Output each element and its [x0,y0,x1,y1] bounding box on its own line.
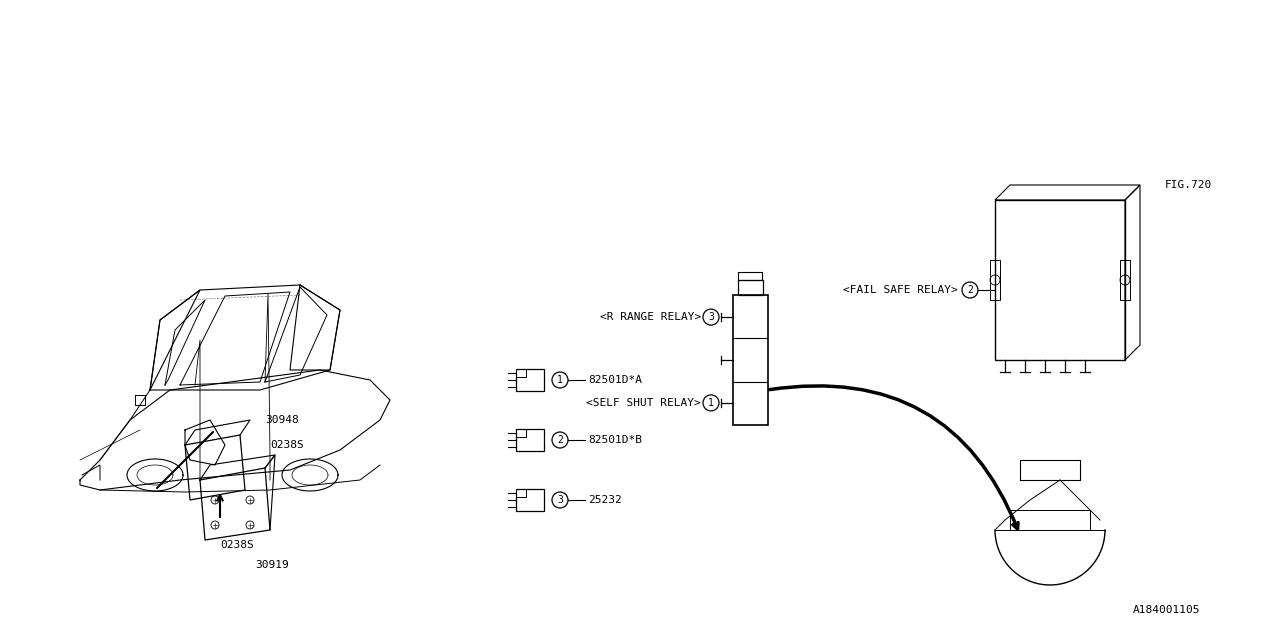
Bar [516,489,526,497]
Text: 0238S: 0238S [270,440,303,450]
Text: 1: 1 [708,398,714,408]
Text: <FAIL SAFE RELAY>: <FAIL SAFE RELAY> [844,285,957,295]
Text: <R RANGE RELAY>: <R RANGE RELAY> [600,312,701,322]
Text: 82501D*A: 82501D*A [588,375,643,385]
Bar [739,280,763,295]
Bar [989,260,1000,300]
Bar [516,429,526,437]
Text: 3: 3 [557,495,563,505]
Text: 2: 2 [557,435,563,445]
Text: 30919: 30919 [255,560,289,570]
Bar [516,369,526,377]
Text: FIG.720: FIG.720 [1165,180,1212,190]
Bar [516,369,544,391]
Bar [1120,260,1130,300]
Text: 0238S: 0238S [220,540,253,550]
Bar [739,272,762,280]
Text: 82501D*B: 82501D*B [588,435,643,445]
Bar [733,295,768,425]
Bar [995,200,1125,360]
Text: <SELF SHUT RELAY>: <SELF SHUT RELAY> [586,398,701,408]
Text: 1: 1 [557,375,563,385]
Text: 30948: 30948 [265,415,298,425]
Bar [516,429,544,451]
Text: 2: 2 [968,285,973,295]
Text: 25232: 25232 [588,495,622,505]
Text: A184001105: A184001105 [1133,605,1201,615]
Bar [516,489,544,511]
Text: 3: 3 [708,312,714,322]
